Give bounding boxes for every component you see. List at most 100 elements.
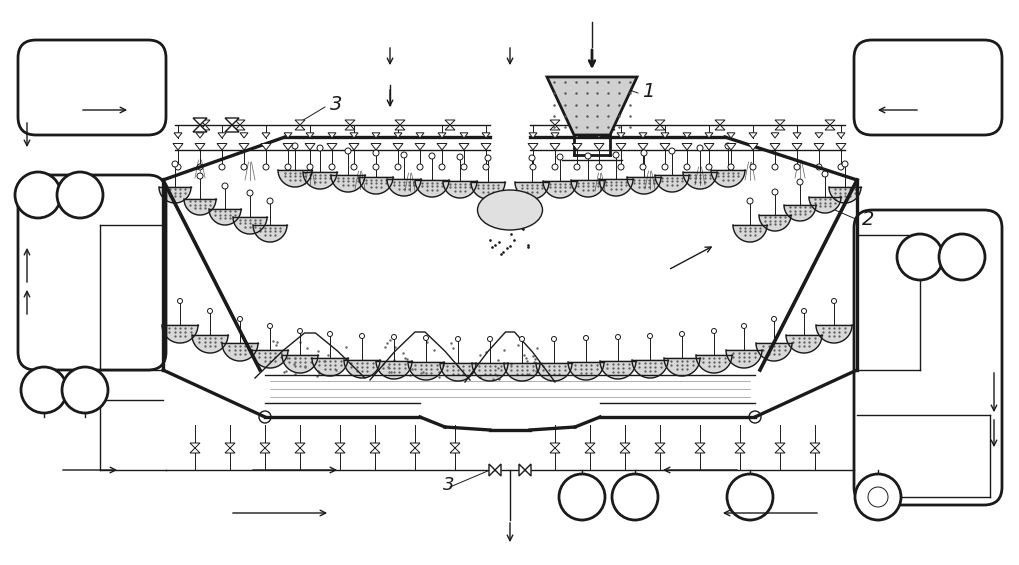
Polygon shape: [344, 120, 355, 125]
Polygon shape: [694, 448, 704, 453]
Circle shape: [711, 328, 715, 333]
Polygon shape: [694, 443, 704, 448]
Polygon shape: [415, 144, 425, 150]
Circle shape: [668, 148, 675, 154]
Circle shape: [639, 164, 645, 170]
Circle shape: [240, 164, 247, 170]
Polygon shape: [372, 133, 380, 138]
Circle shape: [741, 324, 746, 328]
Circle shape: [640, 150, 646, 156]
Polygon shape: [604, 120, 614, 125]
Circle shape: [373, 164, 379, 170]
Polygon shape: [620, 443, 630, 448]
Polygon shape: [436, 144, 446, 150]
Circle shape: [771, 189, 777, 195]
Polygon shape: [225, 118, 238, 125]
Polygon shape: [573, 133, 581, 138]
Polygon shape: [593, 144, 603, 150]
Polygon shape: [542, 181, 577, 198]
Polygon shape: [437, 133, 445, 138]
Circle shape: [801, 308, 806, 314]
Polygon shape: [200, 120, 210, 125]
Polygon shape: [217, 144, 227, 150]
Polygon shape: [394, 125, 405, 130]
Polygon shape: [408, 362, 443, 380]
Polygon shape: [682, 144, 691, 150]
Circle shape: [684, 164, 689, 170]
Circle shape: [291, 143, 298, 149]
Polygon shape: [616, 133, 625, 138]
Circle shape: [455, 337, 460, 341]
Polygon shape: [278, 170, 312, 187]
Circle shape: [519, 337, 524, 341]
Circle shape: [457, 154, 463, 160]
Polygon shape: [232, 217, 267, 234]
Text: 3: 3: [442, 476, 454, 494]
Polygon shape: [786, 335, 821, 353]
Polygon shape: [393, 133, 401, 138]
Circle shape: [57, 172, 103, 218]
Polygon shape: [327, 144, 336, 150]
Circle shape: [429, 153, 434, 159]
Polygon shape: [410, 443, 420, 448]
Polygon shape: [209, 209, 240, 225]
Polygon shape: [695, 355, 732, 373]
Polygon shape: [549, 120, 559, 125]
Polygon shape: [654, 125, 664, 130]
Polygon shape: [183, 199, 216, 215]
Polygon shape: [416, 133, 424, 138]
Circle shape: [219, 164, 225, 170]
Circle shape: [359, 333, 364, 338]
Circle shape: [461, 164, 467, 170]
Polygon shape: [704, 133, 712, 138]
Circle shape: [438, 164, 444, 170]
Polygon shape: [234, 125, 245, 130]
Circle shape: [841, 161, 847, 167]
Polygon shape: [774, 120, 785, 125]
Polygon shape: [627, 177, 660, 194]
Polygon shape: [550, 133, 558, 138]
Polygon shape: [225, 443, 234, 448]
Circle shape: [529, 155, 535, 161]
Circle shape: [618, 164, 624, 170]
Circle shape: [611, 474, 657, 520]
Polygon shape: [529, 133, 536, 138]
Polygon shape: [598, 179, 633, 196]
Circle shape: [207, 308, 212, 314]
Polygon shape: [449, 448, 460, 453]
Polygon shape: [294, 120, 305, 125]
Circle shape: [177, 298, 182, 303]
Polygon shape: [535, 363, 572, 381]
Circle shape: [267, 198, 273, 204]
Polygon shape: [572, 144, 582, 150]
Polygon shape: [392, 144, 403, 150]
Polygon shape: [359, 177, 392, 194]
Polygon shape: [714, 125, 725, 130]
Polygon shape: [488, 464, 494, 476]
Circle shape: [327, 332, 332, 337]
Polygon shape: [312, 358, 347, 376]
Circle shape: [585, 153, 590, 159]
Polygon shape: [824, 120, 835, 125]
Polygon shape: [836, 144, 845, 150]
Polygon shape: [294, 443, 305, 448]
Polygon shape: [515, 182, 548, 199]
Polygon shape: [637, 144, 647, 150]
Polygon shape: [238, 144, 249, 150]
Polygon shape: [809, 448, 819, 453]
Polygon shape: [828, 187, 860, 203]
Circle shape: [351, 164, 357, 170]
Polygon shape: [460, 133, 468, 138]
Polygon shape: [281, 355, 318, 373]
Polygon shape: [815, 325, 851, 343]
Polygon shape: [410, 448, 420, 453]
Circle shape: [423, 336, 428, 341]
Polygon shape: [218, 133, 226, 138]
Circle shape: [267, 324, 272, 328]
Polygon shape: [654, 175, 688, 192]
Polygon shape: [503, 363, 539, 381]
Circle shape: [172, 161, 178, 167]
Circle shape: [21, 367, 67, 413]
Polygon shape: [239, 133, 248, 138]
Circle shape: [896, 234, 943, 280]
